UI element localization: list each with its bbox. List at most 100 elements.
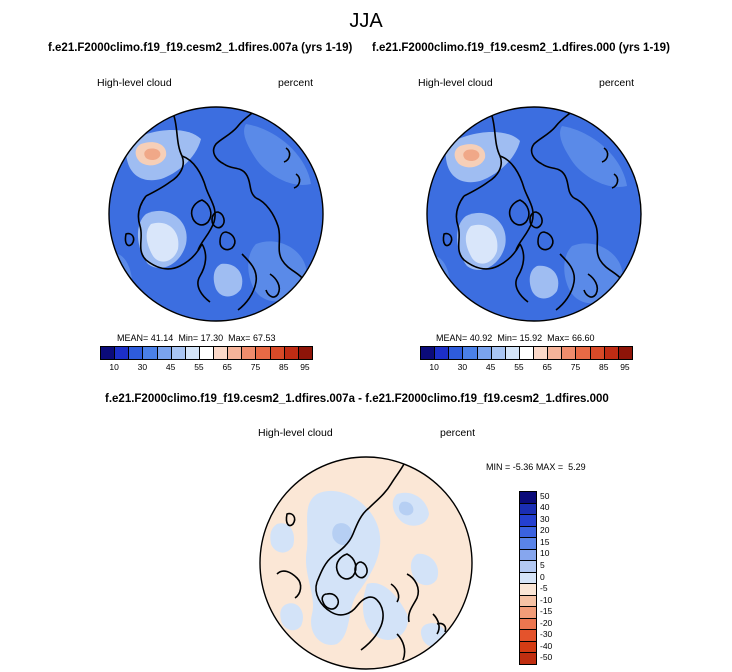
left-variable-label: High-level cloud: [97, 77, 172, 89]
cloud-region-warm-strong: [144, 148, 161, 161]
right-variable-label: High-level cloud: [418, 77, 493, 89]
colorbar-box: [519, 652, 537, 665]
colorbar-tick-label: 65: [542, 362, 552, 372]
difference-colorbar-labels: 50 40 30 20 15 10 5 0 -5 -10 -15 -20 -30 -40 -50: [540, 491, 580, 664]
colorbar-box: [241, 346, 257, 360]
diff-min-label: MIN =: [486, 462, 511, 472]
colorbar-tick-label: 45: [485, 362, 496, 372]
diff-max-value: 5.29: [568, 462, 586, 472]
map-boundary: [108, 106, 324, 322]
colorbar-box: [575, 346, 591, 360]
left-min-label: Min=: [178, 333, 199, 343]
diff-variable-label: High-level cloud: [258, 427, 333, 439]
difference-region-negative-strong: [332, 523, 353, 546]
colorbar-tick-label: 30: [457, 362, 468, 372]
cloud-region-light: [213, 263, 243, 297]
colorbar-tick-label: 65: [222, 362, 232, 372]
right-case-title: f.e21.F2000climo.f19_f19.cesm2_1.dfires.…: [372, 42, 670, 54]
colorbar-tick-label: 45: [165, 362, 176, 372]
map-boundary: [426, 106, 642, 322]
difference-title: f.e21.F2000climo.f19_f19.cesm2_1.dfires.…: [105, 393, 609, 405]
colorbar-box: [504, 346, 520, 360]
left-mean-value: 41.14: [150, 333, 174, 343]
cloud-region-light: [529, 265, 559, 299]
colorbar-box: [533, 346, 549, 360]
left-min-value: 17.30: [200, 333, 224, 343]
right-mean-value: 40.92: [469, 333, 493, 343]
colorbar-box: [213, 346, 229, 360]
colorbar-tick-label: -15: [540, 606, 553, 617]
colorbar-tick-label: -10: [540, 594, 553, 605]
coastlines: [124, 107, 305, 311]
difference-region-negative: [280, 603, 304, 631]
cloud-region-pale: [146, 222, 179, 262]
map-boundary: [259, 456, 473, 670]
colorbar-box: [227, 346, 243, 360]
colorbar-box: [603, 346, 619, 360]
figure-title: JJA: [349, 10, 383, 32]
colorbar-tick-label: -40: [540, 640, 553, 651]
colorbar-tick-label: 55: [194, 362, 204, 372]
colorbar-tick-label: 55: [514, 362, 524, 372]
difference-region-negative: [270, 523, 295, 553]
diff-units-label: percent: [440, 427, 476, 439]
colorbar-tick-label: 10: [540, 548, 550, 559]
colorbar-box: [518, 346, 535, 360]
colorbar-tick-label: 85: [598, 362, 609, 372]
colorbar-tick-label: -50: [540, 652, 553, 663]
colorbar-tick-label: -30: [540, 629, 553, 640]
cloud-region-medium: [248, 241, 307, 302]
colorbar-box: [255, 346, 271, 360]
colorbar-box: [434, 346, 450, 360]
colorbar-tick-label: 10: [109, 362, 119, 372]
difference-region-negative-strong: [398, 501, 414, 516]
colorbar-box: [142, 346, 158, 360]
right-stats: MEAN= 40.92 Min= 15.92 Max= 66.60: [436, 333, 594, 343]
colorbar-box: [198, 346, 215, 360]
colorbar-tick-label: 0: [540, 571, 545, 582]
difference-polar-map: [259, 456, 473, 670]
colorbar-box: [100, 346, 116, 360]
left-polar-map: [108, 106, 324, 322]
colorbar-tick-label: -20: [540, 617, 553, 628]
cloud-region-medium: [244, 124, 311, 185]
colorbar-box: [561, 346, 577, 360]
right-colorbar-labels: 10 30 45 55 65 75 85 95: [420, 362, 632, 374]
colorbar-box: [297, 346, 313, 360]
cloud-region-pale: [465, 224, 498, 264]
colorbar-box: [589, 346, 605, 360]
right-min-value: 15.92: [519, 333, 543, 343]
diff-max-label: MAX =: [535, 462, 564, 472]
diff-stats: MIN = -5.36 MAX = 5.29: [486, 462, 586, 472]
colorbar-tick-label: 40: [540, 502, 550, 513]
colorbar-box: [269, 346, 285, 360]
cloud-region-medium: [560, 126, 627, 187]
colorbar-box: [114, 346, 130, 360]
colorbar-box: [128, 346, 144, 360]
colorbar-tick-label: 10: [429, 362, 439, 372]
left-colorbar-labels: 10 30 45 55 65 75 85 95: [100, 362, 312, 374]
colorbar-tick-label: 95: [300, 362, 310, 372]
right-polar-map: [426, 106, 642, 322]
colorbar-box: [420, 346, 436, 360]
colorbar-tick-label: 20: [540, 525, 550, 536]
colorbar-tick-label: 15: [540, 536, 550, 547]
right-units-label: percent: [599, 77, 635, 89]
right-max-value: 66.60: [571, 333, 595, 343]
colorbar-tick-label: 30: [137, 362, 148, 372]
difference-region-negative: [410, 553, 439, 586]
diff-min-value: -5.36: [512, 462, 534, 472]
colorbar-tick-label: 75: [570, 362, 581, 372]
left-max-label: Max=: [228, 333, 251, 343]
right-min-label: Min=: [497, 333, 518, 343]
colorbar-tick-label: 50: [540, 490, 550, 501]
colorbar-box: [476, 346, 492, 360]
colorbar-box: [170, 346, 186, 360]
left-stats: MEAN= 41.14 Min= 17.30 Max= 67.53: [117, 333, 275, 343]
colorbar-tick-label: 5: [540, 559, 545, 570]
colorbar-box: [547, 346, 563, 360]
right-colorbar: [420, 346, 633, 360]
colorbar-tick-label: -5: [540, 583, 548, 594]
coastlines: [276, 457, 447, 661]
colorbar-box: [617, 346, 633, 360]
